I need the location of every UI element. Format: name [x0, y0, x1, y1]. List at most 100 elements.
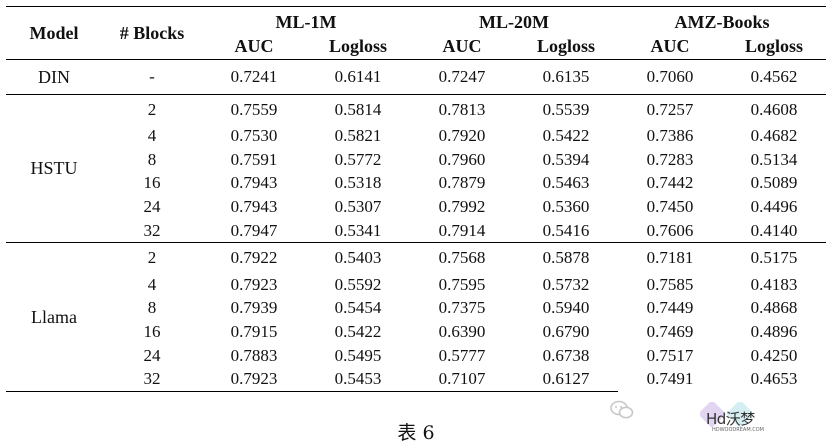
value-cell: 0.4653	[750, 369, 798, 389]
value-cell: 0.7960	[438, 149, 486, 169]
value-cell: 0.7947	[230, 220, 278, 240]
value-cell: 0.7992	[438, 197, 486, 217]
value-cell: 0.7375	[438, 298, 486, 318]
value-cell: 0.7923	[230, 274, 278, 294]
value-cell: 0.5089	[750, 173, 798, 193]
value-cell: 0.4868	[750, 298, 798, 318]
blocks-cell: 32	[102, 367, 202, 392]
table-row: Llama 2 0.7922 0.5403 0.7568 0.5878 0.71…	[6, 242, 826, 392]
value-cell: 0.7559	[230, 99, 278, 119]
value-cell: 0.7469	[646, 321, 694, 341]
value-cell: 0.5341	[334, 220, 382, 240]
model-name-din: DIN	[38, 66, 70, 87]
header-dataset-amzbooks: AMZ-Books	[674, 12, 770, 32]
results-table-container: Model # Blocks ML-1M ML-20M AMZ-Books AU…	[6, 6, 826, 392]
value-cell: 0.4140	[750, 220, 798, 240]
value-cell: 0.5422	[334, 321, 382, 341]
value-cell: 0.7283	[646, 149, 694, 169]
header-metric-auc: AUC	[234, 35, 274, 56]
blocks-cell: 16	[143, 173, 161, 193]
value-cell: 0.7257	[646, 99, 694, 119]
value-cell: 0.5175	[750, 248, 798, 268]
table-caption: 表 6	[397, 422, 435, 444]
value-cell: 0.5814	[334, 99, 382, 119]
header-dataset-ml1m: ML-1M	[275, 12, 337, 32]
value-cell: 0.7923	[202, 367, 306, 392]
value-cell: 0.4896	[750, 321, 798, 341]
value-cell: 0.7386	[646, 126, 694, 146]
value-cell: 0.7813	[438, 99, 486, 119]
value-cell: 0.7879	[438, 173, 486, 193]
value-cell: 0.6135	[542, 67, 590, 86]
value-cell: 0.5422	[542, 126, 590, 146]
value-cell: 0.5403	[334, 248, 382, 268]
value-cell: 0.7060	[646, 67, 694, 86]
value-cell: 0.5878	[542, 248, 590, 268]
blocks-cell: 8	[147, 298, 157, 318]
header-metric-logloss: Logloss	[328, 35, 388, 56]
table-row: 16 0.7915 0.5422 0.6390 0.6790 0.7469 0.…	[6, 320, 826, 344]
table-row: 4 0.7923 0.5592 0.7595 0.5732 0.7585 0.4…	[6, 273, 826, 297]
value-cell: 0.7241	[230, 67, 278, 86]
value-cell: 0.5495	[334, 345, 382, 365]
value-cell: 0.5307	[334, 197, 382, 217]
blocks-cell: 4	[147, 274, 157, 294]
value-cell: 0.4250	[750, 345, 798, 365]
value-cell: 0.7606	[646, 220, 694, 240]
value-cell: 0.4682	[750, 126, 798, 146]
value-cell: 0.4562	[750, 67, 798, 86]
table-row: 32 0.7947 0.5341 0.7914 0.5416 0.7606 0.…	[6, 219, 826, 243]
value-cell: 0.7517	[646, 345, 694, 365]
table-row: 8 0.7591 0.5772 0.7960 0.5394 0.7283 0.5…	[6, 148, 826, 172]
header-blocks: # Blocks	[119, 22, 185, 43]
value-cell: 0.5732	[542, 274, 590, 294]
value-cell: 0.7915	[230, 321, 278, 341]
blocks-cell: 4	[147, 126, 157, 146]
blocks-cell: 8	[147, 149, 157, 169]
value-cell: 0.6390	[438, 321, 486, 341]
value-cell: 0.5539	[542, 99, 590, 119]
value-cell: 0.7943	[230, 197, 278, 217]
table-row: 24 0.7883 0.5495 0.5777 0.6738 0.7517 0.…	[6, 344, 826, 368]
results-table: Model # Blocks ML-1M ML-20M AMZ-Books AU…	[6, 6, 826, 392]
value-cell: 0.6127	[514, 367, 618, 392]
table-row: 4 0.7530 0.5821 0.7920 0.5422 0.7386 0.4…	[6, 125, 826, 149]
value-cell: 0.5394	[542, 149, 590, 169]
value-cell: 0.4496	[750, 197, 798, 217]
value-cell: 0.7883	[230, 345, 278, 365]
table-row: 8 0.7939 0.5454 0.7375 0.5940 0.7449 0.4…	[6, 297, 826, 321]
logo-subtext: HDWOODREAM.COM	[712, 427, 764, 433]
value-cell: 0.5318	[334, 173, 382, 193]
value-cell: 0.4183	[750, 274, 798, 294]
wechat-icon	[610, 400, 634, 419]
value-cell: 0.7530	[230, 126, 278, 146]
value-cell: 0.7181	[646, 248, 694, 268]
table-row: HSTU 2 0.7559 0.5814 0.7813 0.5539 0.725…	[6, 94, 826, 244]
din-group: DIN - 0.7241 0.6141 0.7247 0.6135 0.7060…	[6, 60, 826, 95]
blocks-cell: 32	[143, 220, 161, 240]
header-metric-auc: AUC	[650, 35, 690, 56]
blocks-cell: 16	[143, 321, 161, 341]
value-cell: 0.7442	[646, 173, 694, 193]
header-model: Model	[29, 22, 79, 43]
value-cell: 0.7491	[646, 369, 694, 389]
table-row: 24 0.7943 0.5307 0.7992 0.5360 0.7450 0.…	[6, 195, 826, 219]
value-cell: 0.5592	[334, 274, 382, 294]
value-cell: 0.5940	[542, 298, 590, 318]
value-cell: 0.7914	[438, 220, 486, 240]
model-name-hstu: HSTU	[6, 94, 102, 244]
value-cell: 0.5821	[334, 126, 382, 146]
value-cell: 0.7939	[230, 298, 278, 318]
blocks-cell: 24	[143, 197, 161, 217]
value-cell: 0.7449	[646, 298, 694, 318]
value-cell: 0.5454	[334, 298, 382, 318]
value-cell: 0.5777	[438, 345, 486, 365]
header-dataset-ml20m: ML-20M	[479, 12, 549, 32]
value-cell: 0.5453	[306, 367, 410, 392]
value-cell: 0.7595	[438, 274, 486, 294]
value-cell: 0.7568	[438, 248, 486, 268]
value-cell: 0.7450	[646, 197, 694, 217]
header-metric-logloss: Logloss	[744, 35, 804, 56]
header-metric-logloss: Logloss	[536, 35, 596, 56]
logo	[700, 402, 754, 428]
